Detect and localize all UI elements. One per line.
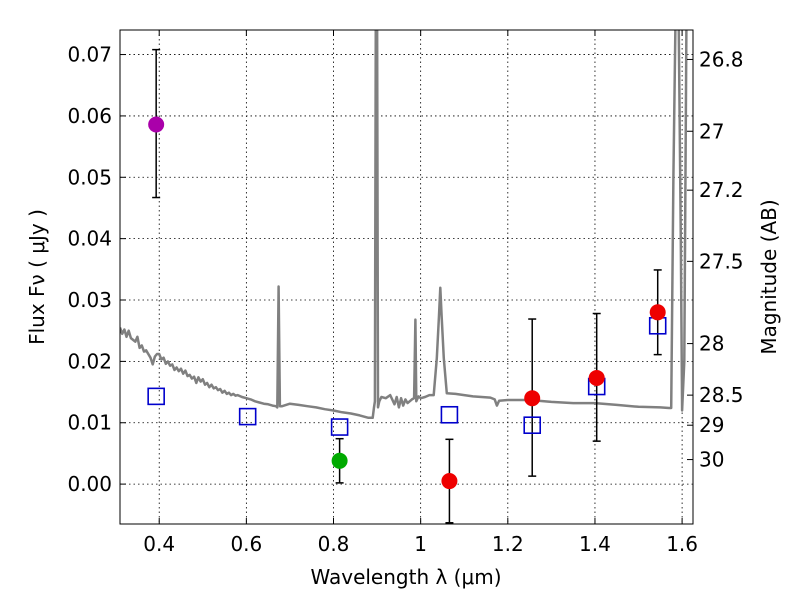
mag-tick-label: 29 (699, 413, 724, 437)
x-tick-label: 0.8 (318, 532, 350, 556)
mag-tick-label: 28 (699, 332, 724, 356)
model-square (523, 416, 542, 435)
observed-point (524, 390, 541, 407)
grid (120, 30, 693, 524)
observed-point (441, 473, 458, 490)
observed-point (148, 116, 165, 133)
mag-tick-label: 27.2 (699, 178, 744, 202)
y-tick-label: 0.04 (67, 227, 112, 251)
y-tick-label: 0.00 (67, 472, 112, 496)
model-square (330, 418, 349, 436)
observed-point (331, 452, 348, 469)
x-axis-title: Wavelength λ (μm) (310, 565, 501, 589)
model-square (238, 407, 257, 426)
mag-tick-label: 27.5 (699, 249, 744, 273)
model-square-layer (147, 316, 667, 436)
plot-frame (119, 29, 694, 525)
y-tick-label: 0.05 (67, 165, 112, 189)
x-tick-label: 0.4 (143, 532, 175, 556)
x-tick-label: 0.6 (230, 532, 262, 556)
spectrum-layer (120, 30, 688, 420)
mag-tick-label: 30 (699, 448, 724, 472)
mag-tick-label: 27 (699, 119, 724, 143)
y-tick-label: 0.01 (67, 411, 112, 435)
y2-axis-title: Magnitude (AB) (757, 199, 781, 354)
observed-point (588, 369, 605, 386)
observed-point (649, 304, 666, 321)
model-square (440, 405, 459, 424)
y-tick-label: 0.02 (67, 349, 112, 373)
mag-tick-label: 26.8 (699, 47, 744, 71)
y-axis-title: Flux Fν ( μJy ) (25, 209, 49, 345)
x-tick-label: 1.6 (666, 532, 698, 556)
mag-tick-label: 28.5 (699, 383, 744, 407)
tick-layer: 0.4 0.6 0.8 1 1.2 1.4 1.6 0.00 0.01 0.02 0.03 0.04 0… (67, 30, 744, 556)
observed-point-layer (148, 116, 666, 490)
model-spectrum-line (120, 30, 688, 420)
x-tick-label: 1.4 (579, 532, 611, 556)
y-tick-label: 0.06 (67, 104, 112, 128)
x-tick-label: 1 (414, 532, 427, 556)
y-tick-label: 0.07 (67, 43, 112, 67)
model-square (147, 387, 165, 406)
y-tick-label: 0.03 (67, 288, 112, 312)
x-tick-label: 1.2 (492, 532, 524, 556)
